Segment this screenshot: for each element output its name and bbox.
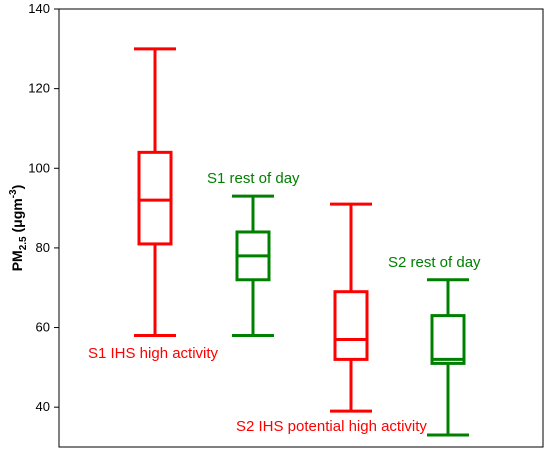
box-series: S1 IHS high activity S1 rest of day S2 IHS… [88,47,481,437]
y-tick-label: 140 [28,1,50,16]
plot-frame [58,8,544,448]
y-axis: 40 60 80 100 120 140 [28,1,59,414]
y-tick-label: 80 [36,240,50,255]
box-2: S1 rest of day [207,170,300,338]
box-label: S2 rest of day [388,254,481,271]
iqr-box [333,290,369,361]
y-tick-label: 100 [28,160,50,175]
y-axis-label-subscript: 2.5 [18,236,29,250]
box-3: S2 IHS potential high activity [236,202,427,435]
iqr-box [137,150,173,246]
y-axis-label-unit-close: ) [9,185,25,190]
box-4: S2 rest of day [388,254,481,437]
box-1: S1 IHS high activity [88,47,219,362]
y-tick-label: 60 [36,320,50,335]
iqr-box [430,314,466,365]
y-axis-label-unit: (μgm [9,198,25,236]
y-tick-label: 120 [28,81,50,96]
box-label: S1 IHS high activity [88,345,219,362]
y-tick-label: 40 [36,399,50,414]
y-axis-label-unit-exponent: -3 [8,189,19,198]
y-axis-label: PM2.5 (μgm-3) [8,185,29,272]
y-axis-label-main: PM [9,250,25,271]
box-label: S2 IHS potential high activity [236,418,427,435]
box-label: S1 rest of day [207,170,300,187]
